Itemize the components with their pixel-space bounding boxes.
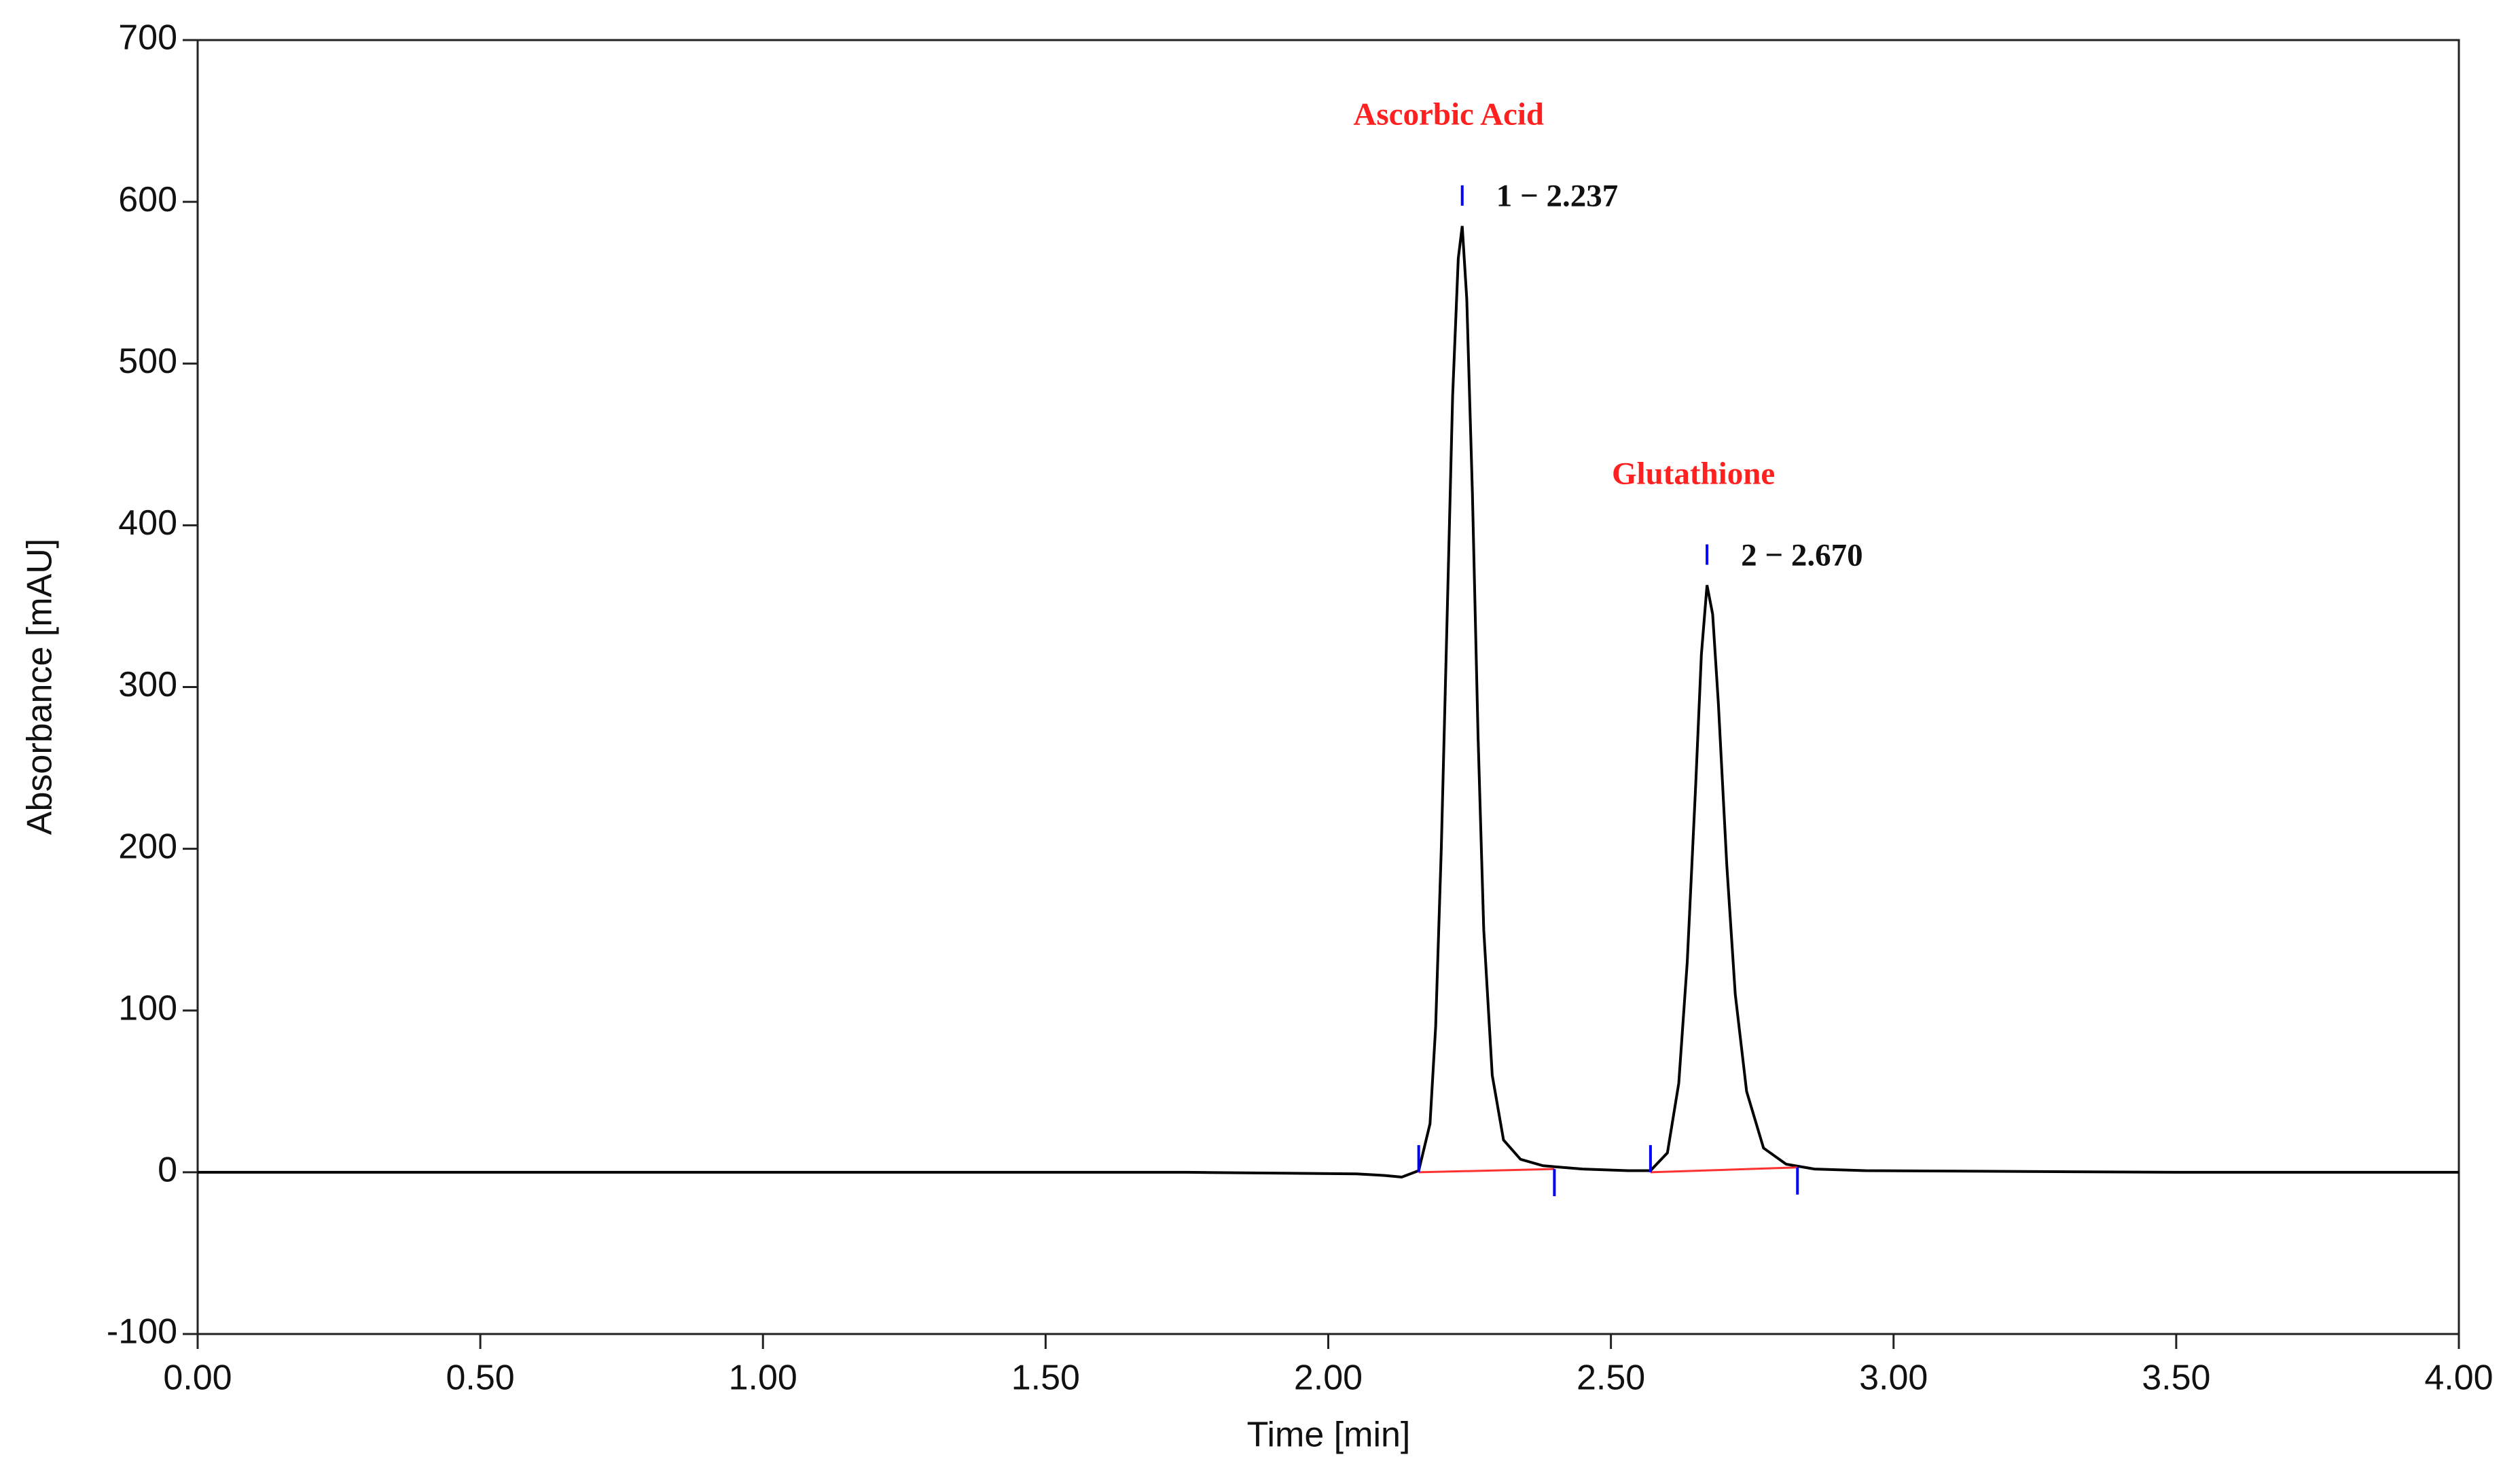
x-tick-label: 3.50: [2142, 1358, 2210, 1398]
plot-frame: [196, 39, 2460, 1335]
y-tick-label: 100: [118, 988, 177, 1028]
x-tick-label: 1.00: [729, 1358, 797, 1398]
y-tick-label: 700: [118, 18, 177, 58]
x-tick-label: 3.00: [1859, 1358, 1928, 1398]
y-tick-label: 600: [118, 180, 177, 219]
peak-name: Ascorbic Acid: [1353, 97, 1544, 132]
x-tick-label: 0.00: [163, 1358, 232, 1398]
x-tick-label: 2.50: [1577, 1358, 1645, 1398]
y-tick-label: -100: [107, 1312, 177, 1352]
peak-name: Glutathione: [1612, 456, 1775, 491]
y-tick-label: 0: [158, 1151, 177, 1190]
y-tick-label: 400: [118, 503, 177, 543]
x-axis-title: Time [min]: [1247, 1416, 1411, 1455]
x-tick-label: 2.00: [1294, 1358, 1363, 1398]
y-axis-title: Absorbance [mAU]: [20, 539, 60, 835]
y-tick-label: 500: [118, 342, 177, 381]
trace: [198, 226, 2459, 1179]
integration-baseline: [1650, 1166, 1798, 1174]
peak-label: 1 − 2.237: [1496, 179, 1619, 214]
y-tick-label: 300: [118, 665, 177, 704]
integration-baseline: [1418, 1168, 1555, 1174]
x-tick-label: 4.00: [2424, 1358, 2493, 1398]
x-tick-label: 1.50: [1011, 1358, 1080, 1398]
x-tick-label: 0.50: [446, 1358, 515, 1398]
y-tick-label: 200: [118, 827, 177, 866]
peak-label: 2 − 2.670: [1741, 537, 1863, 573]
